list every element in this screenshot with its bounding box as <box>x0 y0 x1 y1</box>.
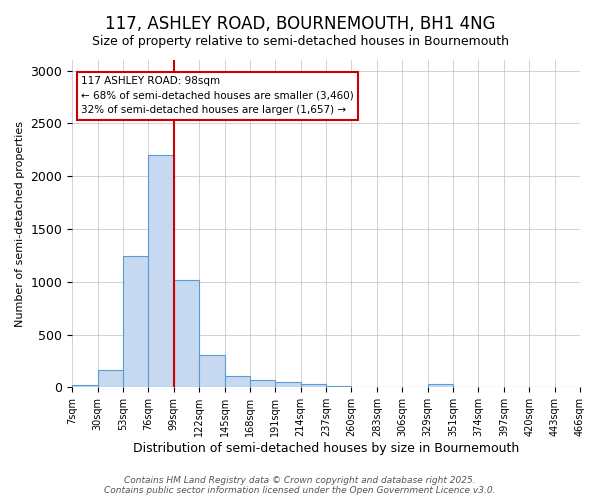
Bar <box>98 370 123 388</box>
Text: 117, ASHLEY ROAD, BOURNEMOUTH, BH1 4NG: 117, ASHLEY ROAD, BOURNEMOUTH, BH1 4NG <box>105 15 495 33</box>
Bar <box>301 384 326 388</box>
Text: 117 ASHLEY ROAD: 98sqm
← 68% of semi-detached houses are smaller (3,460)
32% of : 117 ASHLEY ROAD: 98sqm ← 68% of semi-det… <box>81 76 354 116</box>
Bar <box>72 385 98 388</box>
Bar <box>174 280 199 388</box>
Text: Size of property relative to semi-detached houses in Bournemouth: Size of property relative to semi-detach… <box>91 35 509 48</box>
Bar <box>224 376 250 388</box>
Bar <box>428 384 453 388</box>
Bar <box>123 256 148 388</box>
X-axis label: Distribution of semi-detached houses by size in Bournemouth: Distribution of semi-detached houses by … <box>133 442 519 455</box>
Y-axis label: Number of semi-detached properties: Number of semi-detached properties <box>15 120 25 326</box>
Bar <box>275 382 301 388</box>
Bar <box>326 386 352 388</box>
Bar <box>352 387 377 388</box>
Bar <box>148 155 174 388</box>
Text: Contains HM Land Registry data © Crown copyright and database right 2025.
Contai: Contains HM Land Registry data © Crown c… <box>104 476 496 495</box>
Bar <box>250 380 275 388</box>
Bar <box>199 354 224 388</box>
